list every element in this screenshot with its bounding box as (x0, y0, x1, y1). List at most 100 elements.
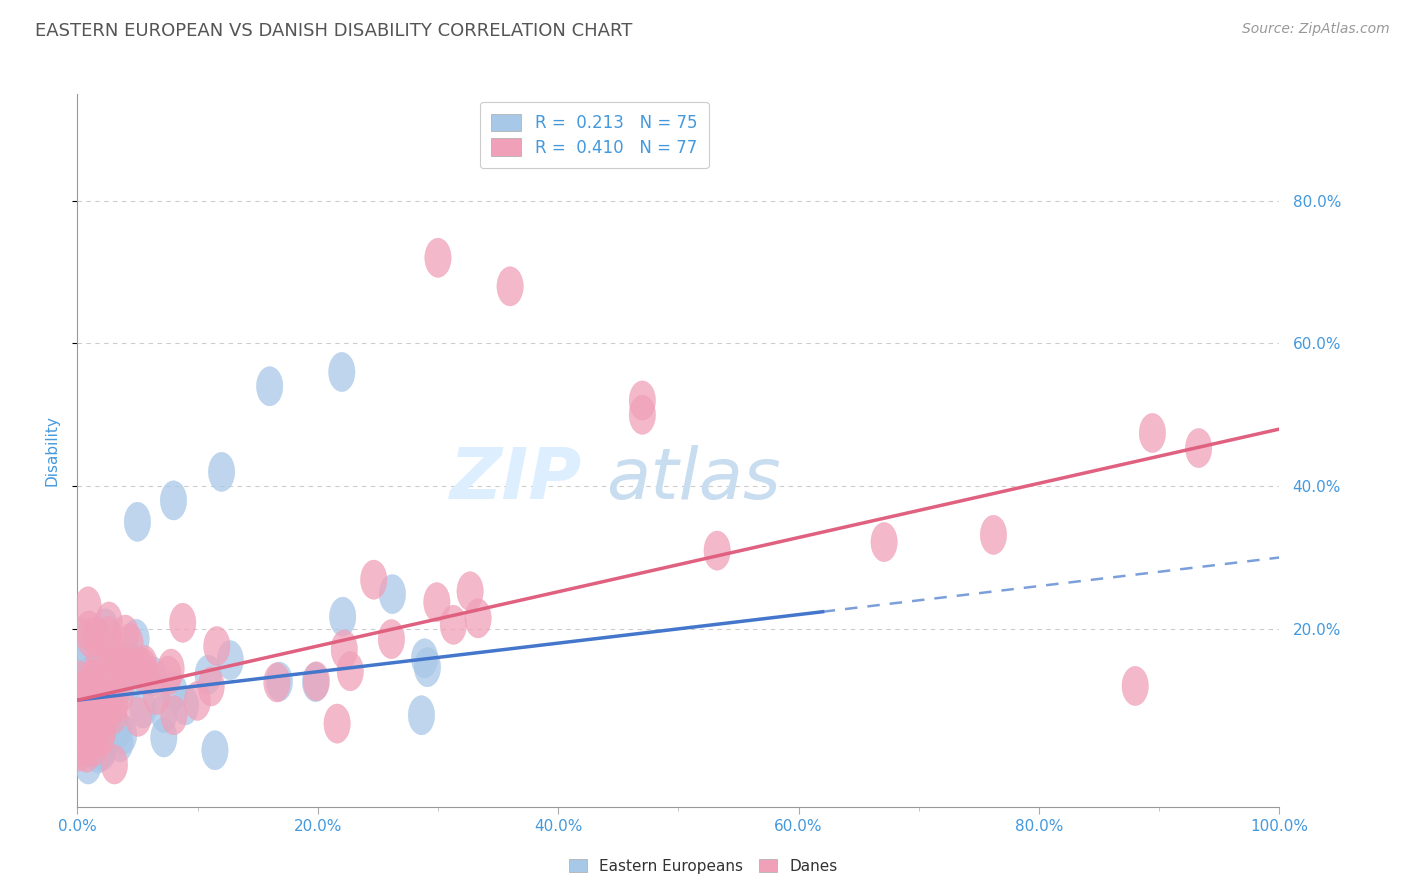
Ellipse shape (105, 641, 132, 681)
Ellipse shape (122, 619, 149, 658)
Ellipse shape (457, 572, 484, 611)
Ellipse shape (118, 646, 145, 685)
Ellipse shape (87, 673, 114, 712)
Ellipse shape (101, 684, 128, 723)
Ellipse shape (72, 727, 98, 766)
Ellipse shape (82, 659, 108, 698)
Ellipse shape (150, 718, 177, 757)
Ellipse shape (67, 617, 93, 657)
Ellipse shape (80, 676, 107, 715)
Ellipse shape (91, 662, 117, 701)
Ellipse shape (90, 731, 115, 771)
Ellipse shape (117, 661, 143, 700)
Ellipse shape (82, 678, 107, 717)
Ellipse shape (124, 502, 150, 541)
Ellipse shape (173, 686, 198, 725)
Ellipse shape (86, 673, 112, 713)
Ellipse shape (266, 662, 292, 701)
Ellipse shape (103, 673, 129, 712)
Ellipse shape (114, 641, 141, 681)
Ellipse shape (69, 709, 96, 748)
Ellipse shape (77, 673, 104, 713)
Ellipse shape (105, 710, 132, 749)
Ellipse shape (70, 707, 96, 747)
Ellipse shape (170, 603, 195, 642)
Ellipse shape (87, 698, 114, 737)
Ellipse shape (76, 657, 101, 696)
Ellipse shape (67, 678, 93, 717)
Ellipse shape (73, 684, 100, 723)
Ellipse shape (96, 602, 122, 641)
Ellipse shape (90, 729, 117, 768)
Ellipse shape (628, 381, 655, 420)
Ellipse shape (96, 715, 122, 755)
Ellipse shape (125, 698, 152, 737)
Text: Source: ZipAtlas.com: Source: ZipAtlas.com (1241, 22, 1389, 37)
Ellipse shape (89, 714, 115, 753)
Ellipse shape (97, 639, 124, 678)
Ellipse shape (201, 731, 228, 770)
Ellipse shape (217, 640, 243, 680)
Ellipse shape (75, 587, 101, 626)
Ellipse shape (66, 732, 93, 772)
Text: atlas: atlas (606, 444, 780, 514)
Ellipse shape (118, 643, 145, 682)
Ellipse shape (112, 615, 139, 654)
Ellipse shape (184, 681, 211, 721)
Ellipse shape (89, 684, 115, 723)
Ellipse shape (129, 689, 156, 728)
Ellipse shape (89, 629, 115, 668)
Ellipse shape (157, 649, 184, 689)
Ellipse shape (408, 696, 434, 735)
Ellipse shape (423, 582, 450, 622)
Ellipse shape (80, 676, 107, 715)
Y-axis label: Disability: Disability (44, 415, 59, 486)
Ellipse shape (76, 691, 103, 731)
Ellipse shape (198, 667, 225, 706)
Ellipse shape (67, 703, 94, 742)
Ellipse shape (76, 690, 103, 730)
Ellipse shape (141, 657, 167, 696)
Ellipse shape (90, 666, 117, 706)
Ellipse shape (103, 673, 129, 712)
Ellipse shape (82, 711, 108, 750)
Ellipse shape (980, 516, 1007, 555)
Ellipse shape (415, 648, 440, 687)
Ellipse shape (337, 652, 364, 691)
Ellipse shape (83, 616, 110, 656)
Ellipse shape (1139, 413, 1166, 452)
Ellipse shape (111, 648, 138, 687)
Ellipse shape (66, 699, 93, 739)
Ellipse shape (155, 657, 181, 696)
Ellipse shape (111, 715, 136, 755)
Ellipse shape (204, 626, 231, 665)
Ellipse shape (117, 624, 143, 663)
Ellipse shape (93, 665, 120, 705)
Ellipse shape (72, 639, 98, 678)
Ellipse shape (704, 531, 730, 570)
Ellipse shape (129, 648, 156, 688)
Ellipse shape (76, 611, 101, 650)
Ellipse shape (89, 650, 115, 690)
Ellipse shape (160, 672, 187, 711)
Ellipse shape (160, 481, 187, 520)
Ellipse shape (75, 745, 101, 784)
Ellipse shape (96, 667, 122, 706)
Ellipse shape (94, 694, 121, 733)
Ellipse shape (89, 717, 114, 756)
Ellipse shape (98, 648, 125, 687)
Ellipse shape (96, 616, 121, 656)
Ellipse shape (80, 722, 105, 761)
Ellipse shape (302, 663, 329, 702)
Ellipse shape (108, 643, 135, 682)
Ellipse shape (360, 560, 387, 599)
Legend: Eastern Europeans, Danes: Eastern Europeans, Danes (562, 853, 844, 880)
Legend: R =  0.213   N = 75, R =  0.410   N = 77: R = 0.213 N = 75, R = 0.410 N = 77 (479, 102, 709, 169)
Ellipse shape (87, 679, 112, 718)
Ellipse shape (132, 656, 159, 695)
Ellipse shape (72, 674, 98, 714)
Ellipse shape (208, 452, 235, 491)
Text: ZIP: ZIP (450, 444, 582, 514)
Ellipse shape (82, 727, 108, 766)
Ellipse shape (69, 694, 96, 733)
